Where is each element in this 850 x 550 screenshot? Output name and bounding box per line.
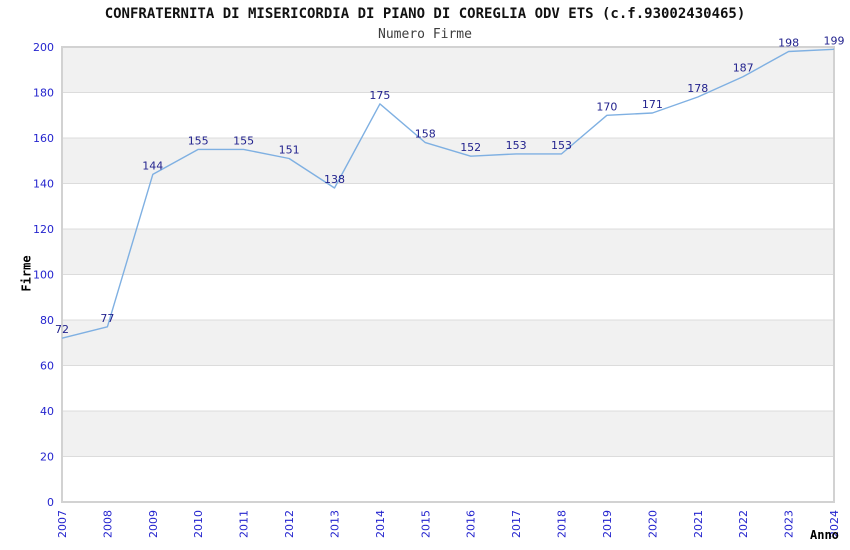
x-tick-label: 2008 <box>101 510 114 538</box>
data-label: 178 <box>687 82 708 95</box>
y-tick-label: 0 <box>47 496 54 509</box>
data-label: 170 <box>596 100 617 113</box>
data-label: 199 <box>824 34 845 47</box>
x-tick-label: 2018 <box>556 510 569 538</box>
x-tick-label: 2009 <box>147 510 160 538</box>
x-tick-label: 2007 <box>56 510 69 538</box>
x-tick-labels: 2007 2008 2009 2010 2011 2012 2013 2014 2015 2016… <box>56 510 841 538</box>
x-tick-label: 2022 <box>737 510 750 538</box>
x-tick-label: 2013 <box>329 510 342 538</box>
y-tick-label: 200 <box>33 41 54 54</box>
y-tick-label: 20 <box>40 451 54 464</box>
x-tick-label: 2023 <box>783 510 796 538</box>
y-tick-label: 100 <box>33 269 54 282</box>
x-axis-title: Anno <box>810 528 839 542</box>
gridlines <box>62 92 834 457</box>
x-tick-label: 2016 <box>465 510 478 538</box>
x-tick-label: 2011 <box>238 510 251 538</box>
data-label: 158 <box>415 128 436 141</box>
x-tick-label: 2017 <box>510 510 523 538</box>
x-tick-label: 2019 <box>601 510 614 538</box>
data-label: 151 <box>279 144 300 157</box>
plot-border <box>61 46 835 503</box>
data-labels: 72 77 144 155 155 151 138 175 158 152 153 153 170 171… <box>55 34 845 336</box>
x-tick-label: 2015 <box>419 510 432 538</box>
grid-band <box>62 229 834 275</box>
series-line <box>61 48 835 339</box>
data-label: 153 <box>506 139 527 152</box>
data-label: 77 <box>100 312 114 325</box>
grid-band <box>62 138 834 184</box>
data-label: 153 <box>551 139 572 152</box>
data-label: 175 <box>369 89 390 102</box>
y-tick-label: 120 <box>33 223 54 236</box>
y-tick-label: 80 <box>40 314 54 327</box>
data-label: 171 <box>642 98 663 111</box>
grid-band <box>62 320 834 366</box>
data-label: 155 <box>233 134 254 147</box>
x-tick-label: 2010 <box>192 510 205 538</box>
grid-band <box>62 47 834 93</box>
data-label: 152 <box>460 141 481 154</box>
grid-bands <box>62 47 834 457</box>
grid-band <box>62 411 834 457</box>
y-tick-label: 60 <box>40 360 54 373</box>
y-tick-label: 180 <box>33 87 54 100</box>
data-label: 155 <box>188 134 209 147</box>
data-label: 187 <box>733 62 754 75</box>
x-tick-label: 2021 <box>692 510 705 538</box>
y-tick-labels: 0 20 40 60 80 100 120 140 160 180 200 <box>33 41 54 509</box>
data-label: 72 <box>55 323 69 336</box>
chart-title: CONFRATERNITA DI MISERICORDIA DI PIANO D… <box>104 6 746 22</box>
x-tick-label: 2012 <box>283 510 296 538</box>
chart-subtitle: Numero Firme <box>378 27 472 42</box>
y-tick-label: 40 <box>40 405 54 418</box>
data-label: 144 <box>142 159 163 172</box>
x-tick-label: 2014 <box>374 510 387 538</box>
data-label: 198 <box>778 37 799 50</box>
x-tick-label: 2020 <box>646 510 659 538</box>
y-tick-label: 160 <box>33 132 54 145</box>
x-tick-label: 2024 <box>828 510 841 538</box>
y-tick-label: 140 <box>33 178 54 191</box>
data-label: 138 <box>324 173 345 186</box>
